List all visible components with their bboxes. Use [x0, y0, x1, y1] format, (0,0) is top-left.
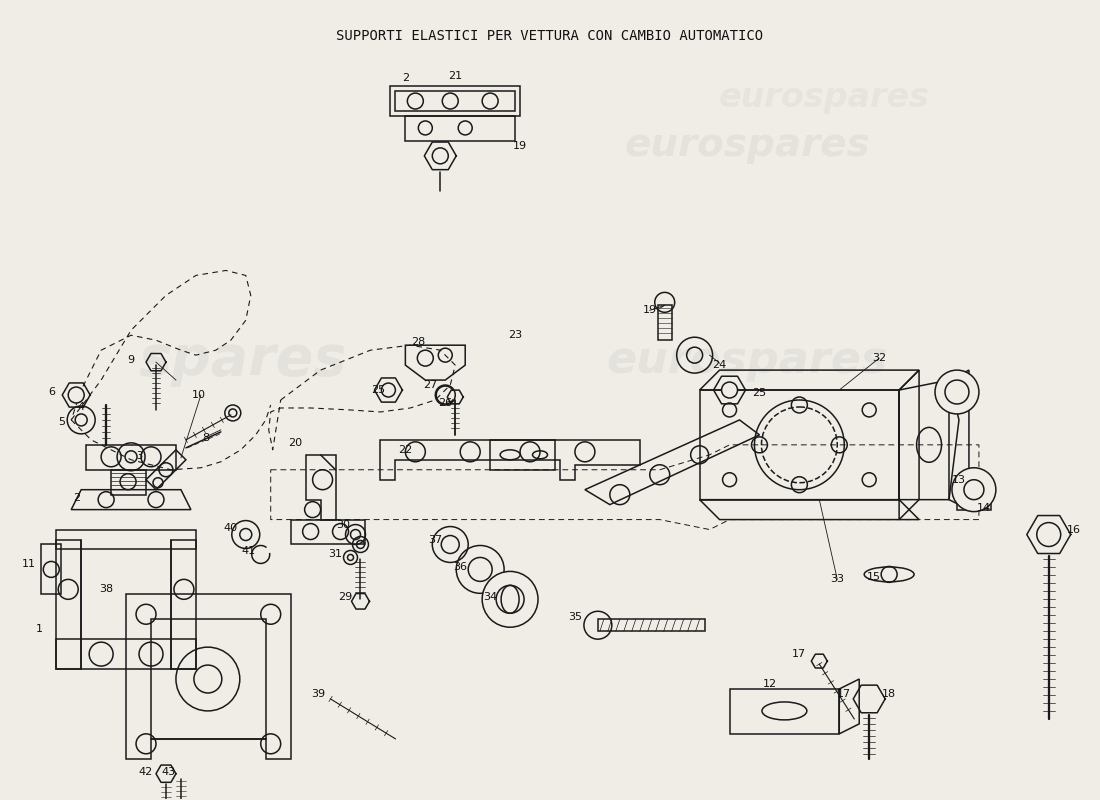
- Text: 32: 32: [872, 353, 887, 363]
- Text: 8: 8: [202, 433, 209, 443]
- Text: 9: 9: [128, 355, 134, 365]
- Text: 25: 25: [372, 385, 385, 395]
- Text: 16: 16: [1067, 525, 1080, 534]
- Text: 12: 12: [762, 679, 777, 689]
- Text: 6: 6: [47, 387, 55, 397]
- Text: 10: 10: [191, 390, 206, 400]
- Text: eurospares: eurospares: [718, 81, 930, 114]
- Text: 39: 39: [311, 689, 326, 699]
- Text: 20: 20: [288, 438, 302, 448]
- Text: 3: 3: [136, 451, 142, 461]
- Text: 22: 22: [398, 445, 412, 455]
- Bar: [406, 116, 515, 141]
- Circle shape: [432, 148, 449, 164]
- Text: 4: 4: [78, 402, 85, 412]
- Text: 41: 41: [242, 546, 256, 557]
- Bar: [390, 86, 520, 116]
- Text: 25: 25: [752, 388, 767, 398]
- Circle shape: [382, 383, 395, 397]
- Text: 23: 23: [508, 330, 522, 340]
- Text: 35: 35: [568, 612, 582, 622]
- Text: 21: 21: [448, 71, 462, 81]
- Text: 24: 24: [713, 360, 727, 370]
- Text: 2: 2: [402, 73, 409, 83]
- Text: 28: 28: [411, 338, 426, 347]
- Text: 5: 5: [57, 417, 65, 427]
- Text: SUPPORTI ELASTICI PER VETTURA CON CAMBIO AUTOMATICO: SUPPORTI ELASTICI PER VETTURA CON CAMBIO…: [337, 30, 763, 43]
- Text: 18: 18: [882, 689, 896, 699]
- Text: 38: 38: [99, 584, 113, 594]
- Text: 43: 43: [162, 766, 176, 777]
- Text: 36: 36: [453, 562, 468, 573]
- Text: 17: 17: [792, 649, 806, 659]
- Text: eurospares: eurospares: [607, 338, 888, 382]
- Circle shape: [1037, 522, 1060, 546]
- Bar: [395, 91, 515, 111]
- Text: 30: 30: [337, 519, 351, 530]
- Text: 19: 19: [513, 141, 527, 151]
- Text: eurospares: eurospares: [625, 126, 870, 164]
- Text: 13: 13: [952, 474, 966, 485]
- Text: spares: spares: [139, 333, 346, 387]
- Text: 31: 31: [329, 550, 342, 559]
- Text: 2: 2: [73, 493, 80, 502]
- Text: 34: 34: [483, 592, 497, 602]
- Text: 29: 29: [339, 592, 353, 602]
- Text: 19: 19: [642, 306, 657, 315]
- Text: 14: 14: [977, 502, 991, 513]
- Text: 26: 26: [438, 398, 452, 408]
- Text: 11: 11: [22, 559, 36, 570]
- Text: 40: 40: [223, 522, 238, 533]
- Text: 1: 1: [36, 624, 43, 634]
- Text: 37: 37: [428, 534, 442, 545]
- Circle shape: [68, 387, 85, 403]
- Circle shape: [935, 370, 979, 414]
- Text: 27: 27: [424, 380, 438, 390]
- Circle shape: [722, 382, 737, 398]
- Text: 42: 42: [139, 766, 153, 777]
- Text: 33: 33: [830, 574, 845, 584]
- Text: 15: 15: [867, 572, 881, 582]
- Text: 17: 17: [837, 689, 851, 699]
- Circle shape: [482, 571, 538, 627]
- Circle shape: [952, 468, 996, 512]
